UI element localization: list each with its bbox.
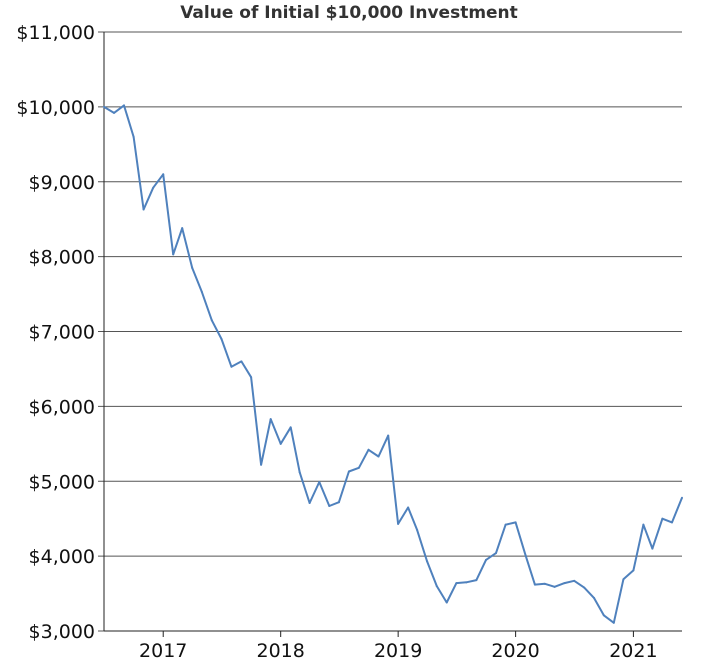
data-point — [181, 227, 184, 230]
data-point — [397, 522, 400, 525]
y-tick-label: $6,000 — [29, 396, 95, 418]
data-point — [191, 266, 194, 269]
data-point — [289, 426, 292, 429]
y-tick-label: $10,000 — [16, 97, 95, 119]
data-point — [298, 471, 301, 474]
y-tick-label: $8,000 — [29, 247, 95, 269]
data-point — [543, 582, 546, 585]
data-point — [612, 621, 615, 624]
data-point — [112, 111, 115, 114]
y-tick-label: $7,000 — [29, 322, 95, 344]
data-point — [671, 521, 674, 524]
series-line — [103, 104, 683, 624]
y-tick-label: $5,000 — [29, 471, 95, 493]
data-point — [337, 501, 340, 504]
gridlines — [98, 31, 682, 632]
x-axis-tick-labels: 2017 2018 2019 2020 2021 — [139, 640, 658, 662]
x-tick-label: 2020 — [491, 640, 539, 662]
data-point — [220, 337, 223, 340]
data-point — [651, 547, 654, 550]
y-tick-label: $3,000 — [29, 621, 95, 643]
data-point — [563, 582, 566, 585]
data-point — [642, 523, 645, 526]
data-point — [200, 290, 203, 293]
data-point — [260, 463, 263, 466]
x-tick-label: 2017 — [139, 640, 187, 662]
data-point — [504, 523, 507, 526]
data-point — [602, 614, 605, 617]
data-point — [103, 105, 105, 108]
data-point — [661, 517, 664, 520]
y-tick-label: $11,000 — [16, 22, 95, 44]
data-point — [250, 376, 253, 379]
data-point — [426, 560, 429, 563]
data-point — [445, 601, 448, 604]
data-point — [681, 496, 683, 499]
data-point — [210, 319, 213, 322]
data-point — [622, 578, 625, 581]
data-point — [387, 434, 390, 437]
data-point — [377, 455, 380, 458]
series-layer — [103, 104, 683, 624]
data-point — [308, 501, 311, 504]
x-tick-label: 2018 — [257, 640, 305, 662]
data-point — [240, 360, 243, 363]
data-point — [152, 186, 155, 189]
data-point — [494, 552, 497, 555]
y-tick-label: $9,000 — [29, 172, 95, 194]
data-point — [632, 569, 635, 572]
data-point — [573, 579, 576, 582]
data-point — [553, 585, 556, 588]
data-point — [279, 442, 282, 445]
data-point — [269, 418, 272, 421]
data-point — [318, 480, 321, 483]
data-point — [367, 448, 370, 451]
data-point — [475, 579, 478, 582]
data-point — [122, 104, 125, 107]
data-point — [435, 585, 438, 588]
data-point — [172, 253, 175, 256]
data-point — [357, 466, 360, 469]
data-point — [347, 470, 350, 473]
data-point — [465, 581, 468, 584]
data-point — [162, 173, 165, 176]
data-point — [583, 586, 586, 589]
data-point — [593, 597, 596, 600]
chart-title: Value of Initial $10,000 Investment — [180, 3, 518, 23]
y-tick-label: $4,000 — [29, 546, 95, 568]
data-point — [533, 583, 536, 586]
data-point — [132, 135, 135, 138]
data-point — [514, 521, 517, 524]
data-point — [230, 365, 233, 368]
data-point — [416, 528, 419, 531]
x-tick-label: 2021 — [609, 640, 657, 662]
data-point — [455, 582, 458, 585]
data-point — [485, 558, 488, 561]
x-tick-label: 2019 — [374, 640, 422, 662]
data-point — [407, 506, 410, 509]
axes — [103, 32, 682, 637]
data-point — [328, 504, 331, 507]
data-point — [524, 554, 527, 557]
data-point — [142, 208, 145, 211]
y-axis-tick-labels: $3,000 $4,000 $5,000 $6,000 $7,000 $8,000 $9,0… — [16, 22, 95, 643]
